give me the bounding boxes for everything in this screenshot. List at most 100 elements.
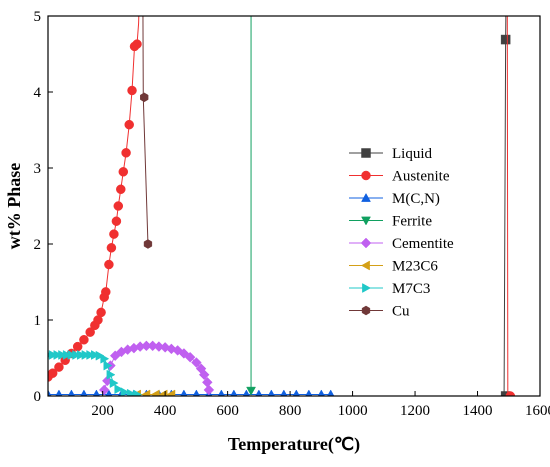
plot-frame — [47, 15, 541, 397]
legend-item-m23c6: M23C6 — [349, 259, 438, 275]
data-point-m-c-n — [242, 389, 250, 396]
data-point-m-c-n — [105, 389, 113, 396]
data-point-cementite — [98, 384, 110, 396]
data-point-austenite — [118, 167, 129, 177]
data-point-austenite — [111, 216, 122, 226]
data-point-m-c-n — [55, 389, 63, 396]
data-point-cementite — [203, 384, 215, 396]
series-line-liquid — [503, 16, 507, 396]
data-point-m7c3 — [103, 360, 113, 371]
data-point-cu — [143, 239, 153, 249]
data-point-austenite — [505, 391, 516, 396]
y-axis-title: wt% Phase — [4, 163, 24, 250]
data-point-m7c3 — [114, 384, 124, 395]
x-tick-label: 1400 — [463, 403, 493, 419]
x-tick-label: 1200 — [400, 403, 430, 419]
data-point-m-c-n — [217, 389, 226, 396]
data-point-m23c6 — [150, 389, 160, 396]
x-tick-label: 1000 — [338, 403, 368, 419]
data-point-m23c6 — [166, 389, 176, 396]
data-point-cementite — [191, 357, 202, 368]
legend-marker — [361, 216, 371, 226]
legend-marker — [361, 148, 371, 158]
data-point-austenite — [132, 39, 142, 49]
data-point-m7c3 — [106, 369, 116, 380]
series-m-c-n — [48, 389, 335, 396]
y-tick-label: 5 — [34, 9, 42, 25]
legend-label: Ferrite — [392, 214, 432, 230]
data-point-m-c-n — [230, 389, 238, 396]
legend-item-cementite: Cementite — [349, 236, 454, 252]
legend-label: Cementite — [392, 236, 454, 252]
data-point-ferrite — [246, 386, 256, 396]
y-tick-label: 3 — [34, 161, 42, 177]
data-point-m7c3 — [100, 353, 110, 364]
data-point-austenite — [109, 229, 119, 239]
data-point-m7c3 — [67, 350, 77, 360]
data-point-m-c-n — [48, 389, 52, 396]
data-point-m7c3 — [120, 387, 130, 396]
data-point-austenite — [85, 327, 95, 337]
x-axis-title: Temperature(℃) — [228, 434, 360, 455]
data-point-m7c3 — [95, 350, 105, 361]
legend-marker — [361, 305, 371, 316]
data-point-austenite — [79, 335, 89, 345]
legend: Liquid Austenite M(C,N) Ferrite Cementite M23… — [349, 146, 454, 320]
series-layer — [48, 16, 516, 396]
data-point-m-c-n — [192, 389, 201, 396]
data-point-cementite — [147, 340, 158, 352]
legend-item-austenite: Austenite — [349, 169, 450, 185]
legend-item-cu: Cu — [349, 304, 410, 320]
legend-marker — [361, 192, 371, 202]
data-point-austenite — [96, 307, 106, 318]
data-point-m-c-n — [292, 389, 300, 396]
data-point-austenite — [106, 243, 117, 253]
data-point-m7c3 — [91, 350, 100, 360]
data-point-m23c6 — [158, 389, 168, 396]
data-point-m23c6 — [141, 389, 151, 396]
data-point-cementite — [198, 369, 210, 381]
legend-item-liquid: Liquid — [349, 146, 432, 162]
data-point-austenite — [104, 259, 114, 270]
data-point-m7c3 — [81, 350, 91, 360]
legend-marker — [360, 260, 370, 271]
data-point-cementite — [159, 342, 171, 353]
data-point-m-c-n — [180, 389, 188, 396]
data-point-m-c-n — [255, 389, 263, 396]
data-point-liquid — [500, 34, 511, 45]
data-point-m-c-n — [67, 389, 76, 396]
legend-label: Austenite — [392, 169, 450, 185]
legend-label: Cu — [392, 304, 410, 320]
data-point-m-c-n — [305, 389, 313, 396]
data-point-austenite — [121, 148, 131, 158]
y-tick-label: 0 — [34, 389, 42, 405]
legend-item-ferrite: Ferrite — [349, 214, 432, 230]
series-austenite — [48, 16, 516, 396]
data-point-austenite — [101, 287, 111, 297]
x-tick-label: 200 — [91, 403, 114, 419]
x-tick-label: 800 — [279, 403, 302, 419]
data-point-m7c3 — [133, 389, 143, 396]
y-tick-label: 4 — [34, 85, 42, 101]
series-line-cu — [142, 16, 149, 245]
data-point-austenite — [72, 341, 83, 352]
legend-label: Liquid — [392, 146, 432, 162]
data-point-austenite — [127, 85, 137, 96]
legend-label: M(C,N) — [392, 191, 440, 207]
series-liquid — [500, 16, 511, 396]
data-point-liquid — [500, 391, 511, 396]
legend-marker — [360, 237, 372, 249]
x-tick-label: 600 — [216, 403, 239, 419]
data-point-cementite — [178, 348, 190, 359]
data-point-m7c3 — [86, 350, 96, 360]
y-tick-label: 1 — [34, 313, 42, 329]
legend-marker — [362, 283, 372, 293]
data-point-m7c3 — [76, 350, 86, 360]
data-point-m7c3 — [53, 350, 63, 360]
legend-item-m7c3: M7C3 — [349, 281, 430, 297]
data-point-m7c3 — [72, 350, 82, 360]
data-point-cementite — [153, 341, 165, 352]
data-point-cu — [140, 92, 149, 103]
legend-label: M23C6 — [392, 259, 438, 275]
